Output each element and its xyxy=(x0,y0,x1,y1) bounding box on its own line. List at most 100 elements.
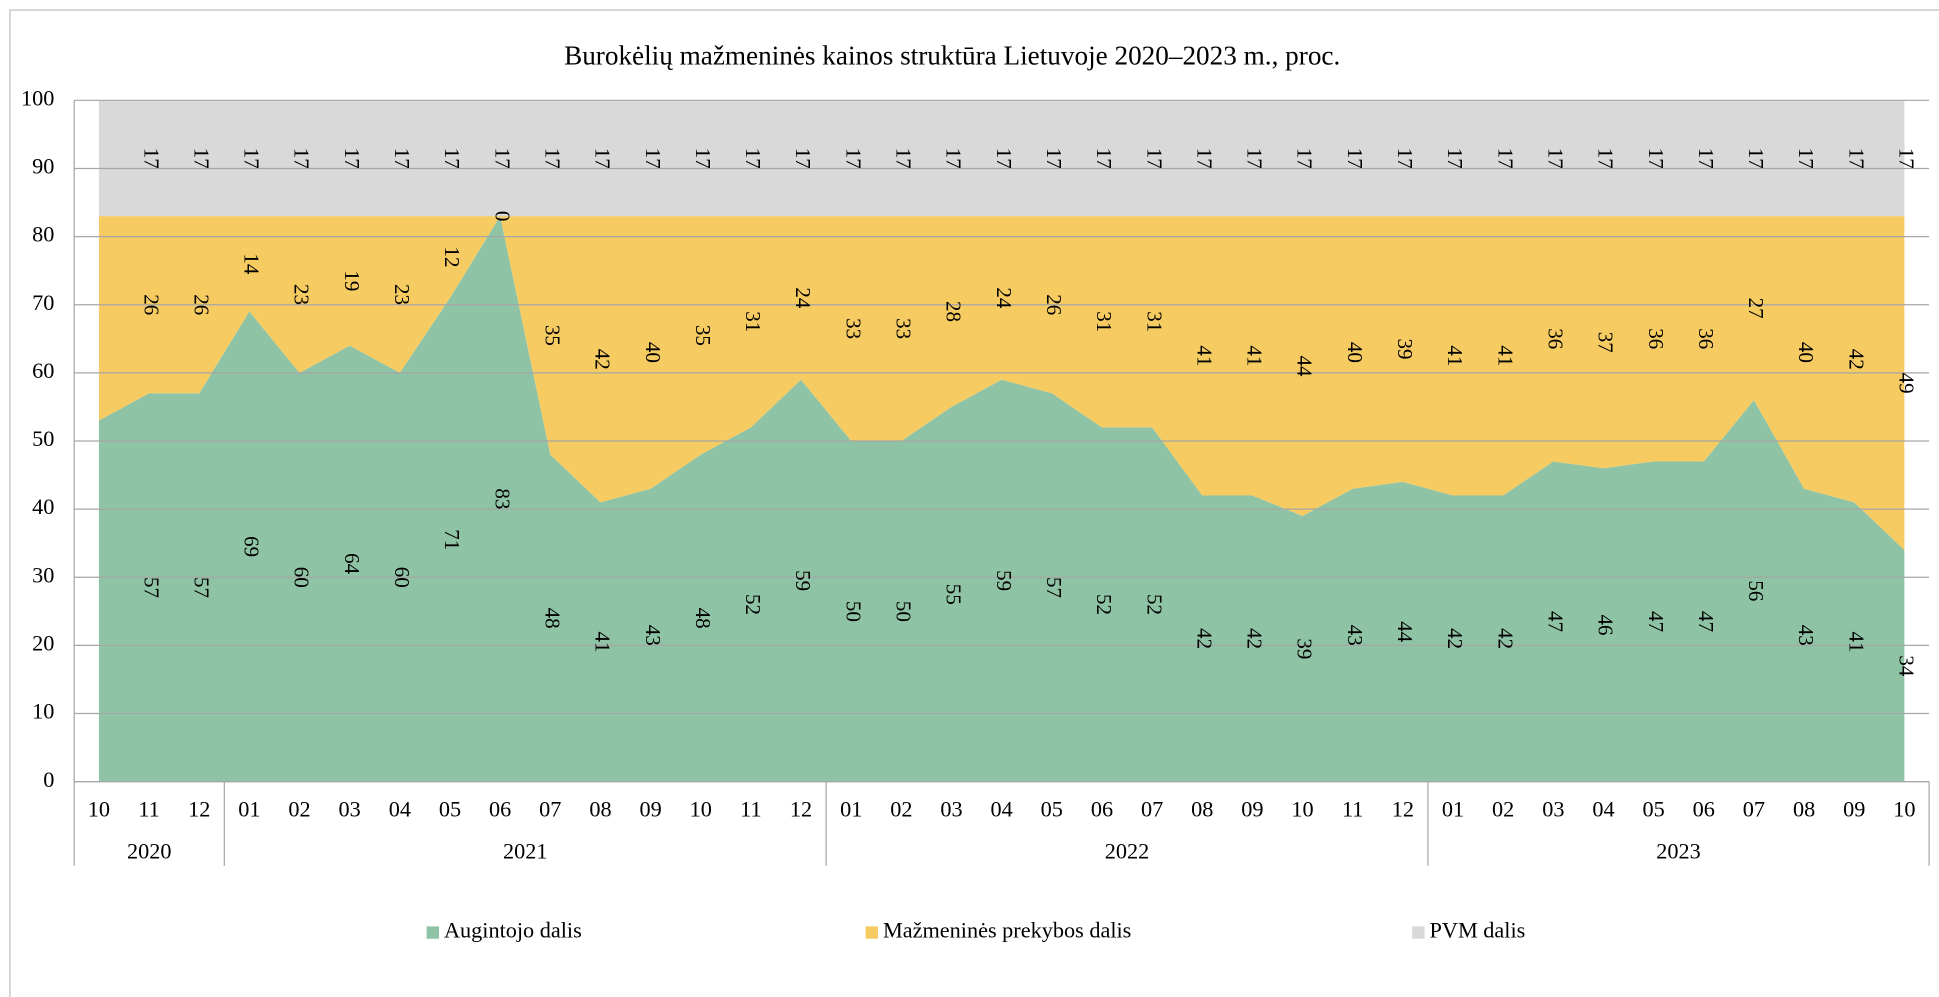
x-tick-label: 10 xyxy=(1893,796,1915,821)
data-label: 36 xyxy=(1694,328,1718,349)
data-label: 64 xyxy=(340,553,364,575)
data-label: 34 xyxy=(1895,655,1919,677)
data-label: 26 xyxy=(1042,294,1066,315)
data-label: 42 xyxy=(1243,628,1267,649)
data-label: 17 xyxy=(1042,148,1066,169)
data-label: 55 xyxy=(942,584,966,605)
x-tick-label: 03 xyxy=(940,796,962,821)
data-label: 17 xyxy=(1895,148,1919,169)
x-tick-label: 12 xyxy=(790,796,812,821)
data-label: 14 xyxy=(240,253,264,275)
x-tick-label: 04 xyxy=(389,796,411,821)
data-label: 17 xyxy=(992,148,1016,169)
y-tick-label: 30 xyxy=(32,562,54,587)
data-label: 17 xyxy=(540,148,564,169)
data-label: 41 xyxy=(1493,345,1517,366)
data-label: 33 xyxy=(892,318,916,339)
data-label: 43 xyxy=(1343,625,1367,646)
data-label: 42 xyxy=(1844,349,1868,370)
x-tick-label: 07 xyxy=(1743,796,1765,821)
data-label: 26 xyxy=(139,294,163,315)
data-label: 36 xyxy=(1644,328,1668,349)
data-label: 50 xyxy=(892,601,916,622)
y-tick-label: 10 xyxy=(32,699,54,724)
data-label: 17 xyxy=(1493,148,1517,169)
legend-label: Augintojo dalis xyxy=(444,918,582,943)
data-label: 36 xyxy=(1543,328,1567,349)
data-label: 17 xyxy=(1644,148,1668,169)
data-label: 0 xyxy=(490,211,514,222)
data-label: 23 xyxy=(390,284,414,305)
data-label: 69 xyxy=(240,536,264,557)
data-label: 48 xyxy=(691,608,715,629)
x-tick-label: 01 xyxy=(238,796,260,821)
data-label: 41 xyxy=(1443,345,1467,366)
year-label: 2020 xyxy=(127,839,172,864)
data-label: 17 xyxy=(440,148,464,169)
data-label: 41 xyxy=(591,631,615,652)
data-label: 44 xyxy=(1293,356,1317,378)
chart-border xyxy=(9,9,1939,997)
x-tick-label: 10 xyxy=(690,796,712,821)
data-label: 60 xyxy=(290,567,314,588)
x-tick-label: 02 xyxy=(288,796,310,821)
areas xyxy=(98,100,1905,782)
y-tick-label: 50 xyxy=(32,426,54,451)
x-tick-label: 08 xyxy=(1793,796,1815,821)
data-label: 52 xyxy=(1142,594,1166,615)
data-label: 17 xyxy=(1343,148,1367,169)
data-label: 40 xyxy=(641,342,665,363)
data-label: 40 xyxy=(1794,342,1818,363)
data-label: 48 xyxy=(540,608,564,629)
x-tick-label: 02 xyxy=(1492,796,1514,821)
data-label: 24 xyxy=(992,287,1016,309)
data-label: 47 xyxy=(1694,611,1718,632)
x-tick-label: 03 xyxy=(339,796,361,821)
data-label: 57 xyxy=(139,577,163,598)
data-label: 17 xyxy=(240,148,264,169)
legend-swatch xyxy=(426,926,439,939)
data-label: 39 xyxy=(1393,339,1417,360)
x-tick-label: 05 xyxy=(1041,796,1063,821)
x-tick-label: 06 xyxy=(489,796,511,821)
x-tick-label: 05 xyxy=(1642,796,1664,821)
x-tick-label: 10 xyxy=(88,796,110,821)
data-label: 42 xyxy=(1192,628,1216,649)
data-label: 17 xyxy=(591,148,615,169)
data-label: 41 xyxy=(1844,631,1868,652)
data-label: 57 xyxy=(189,577,213,598)
y-tick-label: 100 xyxy=(21,85,54,110)
year-label: 2022 xyxy=(1105,839,1150,864)
data-label: 57 xyxy=(1042,577,1066,598)
data-label: 17 xyxy=(791,148,815,169)
legend-swatch xyxy=(1412,926,1425,939)
data-label: 40 xyxy=(1343,342,1367,363)
data-label: 59 xyxy=(791,570,815,591)
legend-label: Mažmeninės prekybos dalis xyxy=(883,918,1131,943)
data-label: 50 xyxy=(841,601,865,622)
x-tick-label: 12 xyxy=(1392,796,1414,821)
data-label: 52 xyxy=(1092,594,1116,615)
x-tick-label: 02 xyxy=(890,796,912,821)
legend-label: PVM dalis xyxy=(1430,918,1526,943)
data-label: 42 xyxy=(591,349,615,370)
data-label: 17 xyxy=(340,148,364,169)
x-tick-label: 09 xyxy=(1241,796,1263,821)
y-tick-label: 80 xyxy=(32,222,54,247)
data-label: 17 xyxy=(1142,148,1166,169)
x-tick-label: 08 xyxy=(1191,796,1213,821)
x-tick-label: 10 xyxy=(1291,796,1313,821)
data-label: 17 xyxy=(1594,148,1618,169)
year-label: 2023 xyxy=(1656,839,1701,864)
y-tick-label: 40 xyxy=(32,494,54,519)
data-label: 17 xyxy=(641,148,665,169)
data-label: 47 xyxy=(1644,611,1668,632)
data-label: 42 xyxy=(1493,628,1517,649)
year-label: 2021 xyxy=(503,839,548,864)
chart-title: Burokėlių mažmeninės kainos struktūra Li… xyxy=(564,41,1340,71)
data-label: 17 xyxy=(1844,148,1868,169)
data-label: 26 xyxy=(189,294,213,315)
x-tick-label: 07 xyxy=(1141,796,1163,821)
